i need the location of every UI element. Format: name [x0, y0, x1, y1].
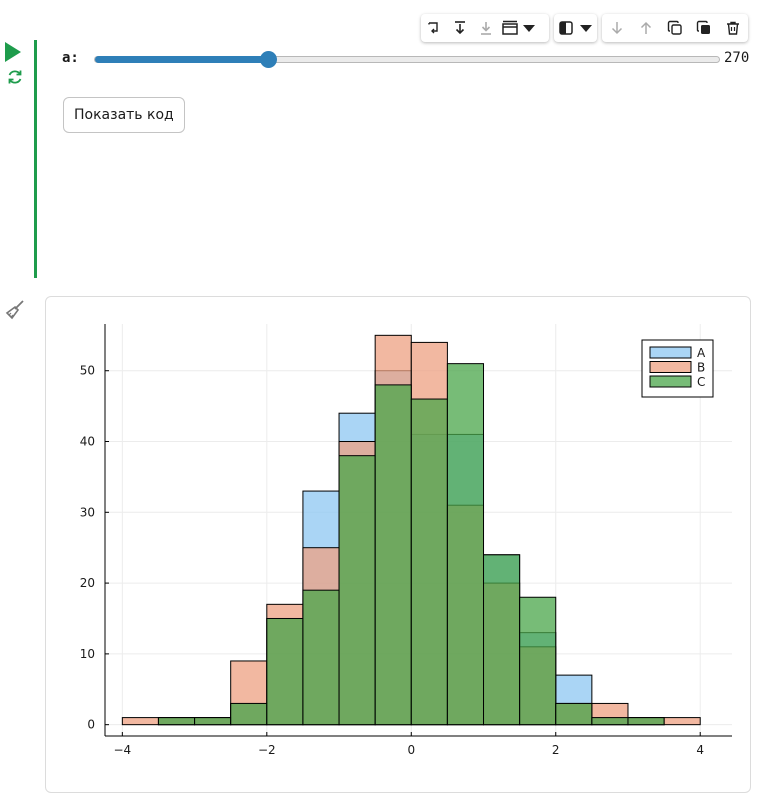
bar-C [555, 702, 593, 726]
legend-label-A: A [697, 346, 706, 360]
layout-icon[interactable] [499, 15, 521, 41]
bar-C [410, 398, 448, 726]
broom-icon[interactable] [3, 298, 27, 322]
bar-C [338, 455, 376, 726]
toolbar-cell-group [602, 14, 748, 42]
bar-C [157, 717, 196, 726]
legend-label-B: B [697, 361, 705, 375]
bar-C [230, 702, 268, 726]
y-tick-label: 20 [80, 576, 95, 590]
arrow-up-icon[interactable] [631, 15, 660, 41]
bar-C [446, 363, 485, 726]
bar-C [591, 717, 629, 726]
x-tick-label: −2 [258, 743, 276, 757]
trash-icon[interactable] [718, 15, 747, 41]
bar-C [627, 717, 665, 726]
y-tick-label: 30 [80, 505, 95, 519]
theme-toggle-icon[interactable] [554, 15, 578, 41]
y-tick-label: 40 [80, 435, 95, 449]
toolbar-output-group [421, 14, 549, 42]
x-tick-label: 2 [552, 743, 560, 757]
duplicate-icon[interactable] [689, 15, 718, 41]
toolbar-theme-group [554, 14, 597, 42]
legend-swatch-B [649, 361, 692, 373]
chevron-down-icon[interactable] [521, 15, 537, 41]
move-to-bottom-icon[interactable] [447, 15, 473, 41]
show-code-button[interactable]: Показать код [63, 97, 185, 133]
bar-B [121, 717, 159, 726]
slider-track[interactable] [94, 56, 720, 63]
series-C [157, 363, 665, 726]
y-tick-label: 10 [80, 647, 95, 661]
bar-C [302, 589, 340, 726]
legend-label-C: C [697, 375, 705, 389]
x-tick-label: 4 [696, 743, 704, 757]
legend-swatch-C [649, 375, 692, 388]
cell-active-bar [34, 40, 37, 278]
refresh-icon[interactable] [6, 68, 24, 86]
legend-swatch-A [649, 346, 692, 359]
bar-C [374, 384, 412, 726]
arrow-down-icon[interactable] [602, 15, 631, 41]
bar-C [519, 596, 557, 726]
run-cell-icon[interactable] [5, 42, 21, 62]
wrap-icon[interactable] [421, 15, 447, 41]
chevron-down-icon[interactable] [578, 15, 594, 41]
slider-thumb[interactable] [259, 51, 277, 68]
slider-fill [95, 56, 270, 63]
bar-B [663, 717, 701, 726]
slider-value: 270 [724, 50, 750, 66]
y-tick-label: 0 [87, 718, 95, 732]
legend: ABC [641, 339, 714, 398]
y-tick-label: 50 [80, 364, 95, 378]
x-tick-label: 0 [407, 743, 415, 757]
bar-C [194, 717, 232, 726]
copy-icon[interactable] [660, 15, 689, 41]
x-tick-label: −4 [113, 743, 131, 757]
bar-C [483, 554, 521, 726]
slider-label: a: [62, 50, 79, 66]
bar-C [266, 617, 304, 726]
download-icon[interactable] [473, 15, 499, 41]
